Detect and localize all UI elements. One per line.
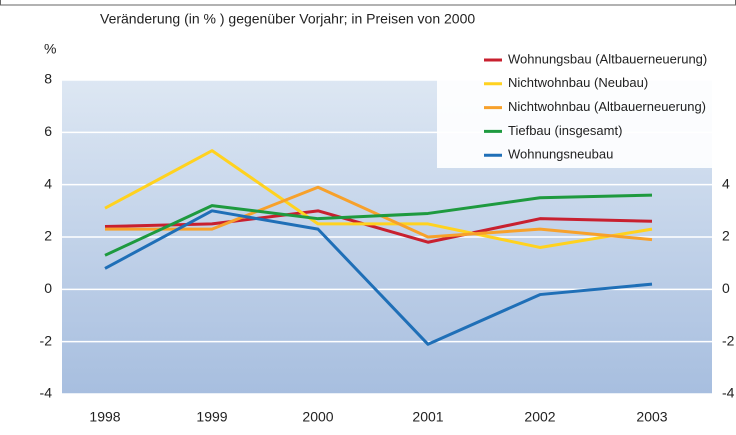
frame [0,0,736,6]
x-tick-label: 2002 [524,409,555,425]
legend-label: Wohnungsbau (Altbauerneuerung) [508,51,707,66]
data-line [104,209,653,244]
data-line [104,193,653,257]
data-line [105,185,653,242]
chart-title: Veränderung (in % ) gegenüber Vorjahr; i… [100,11,475,27]
y-tick-label: 6 [44,123,52,139]
y-tick-label: -4 [40,385,53,401]
y-axis-label: % [44,41,56,57]
y2-tick-label: 4 [722,175,730,191]
legend-label: Wohnungsneubau [508,147,613,162]
legend-box [437,40,712,168]
x-tick-label: 1998 [89,409,120,425]
legend-label: Tiefbau (insgesamt) [508,123,622,138]
y-tick-label: 0 [44,280,52,296]
y-tick-label: 2 [44,228,52,244]
y2-tick-label: -2 [722,332,735,348]
x-tick-label: 2003 [636,409,667,425]
data-line [104,209,653,346]
y2-tick-label: 0 [722,280,730,296]
x-tick-label: 2000 [302,409,333,425]
x-tick-label: 1999 [196,409,227,425]
x-tick-label: 2001 [412,409,443,425]
legend-label: Nichtwohnbau (Altbauerneuerung) [508,99,706,114]
y-tick-label: -2 [40,332,53,348]
y2-tick-label: 2 [722,228,730,244]
y-tick-label: 4 [44,175,52,191]
legend-label: Nichtwohnbau (Neubau) [508,75,648,90]
y2-tick-label: -4 [722,385,735,401]
y-tick-label: 8 [44,71,52,87]
data-line [104,149,653,249]
